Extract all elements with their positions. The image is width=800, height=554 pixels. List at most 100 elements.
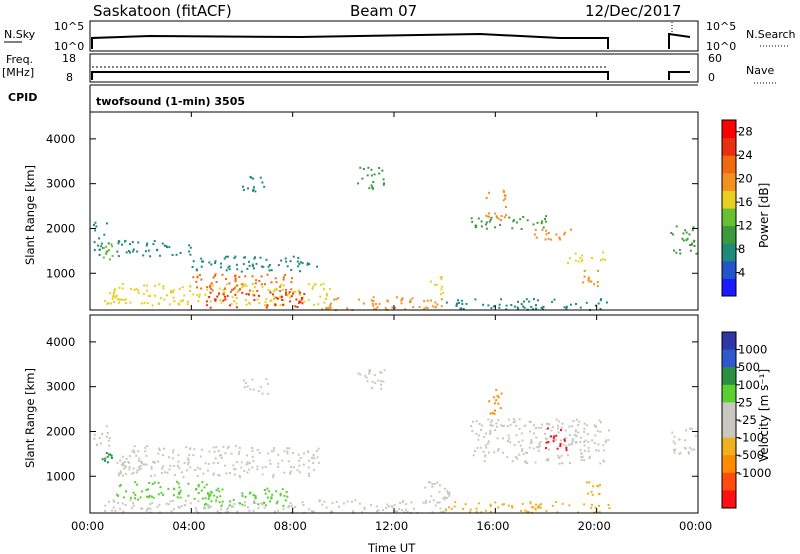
velocity-cell — [233, 468, 236, 471]
velocity-cell — [559, 443, 562, 446]
velocity-cell — [153, 462, 156, 464]
velocity-cell — [234, 468, 237, 471]
velocity-cell — [529, 430, 532, 433]
velocity-cell — [117, 494, 120, 497]
power-cell — [93, 249, 96, 252]
power-cell — [235, 306, 238, 309]
velocity-cell — [521, 448, 524, 451]
power-cell — [159, 254, 161, 257]
power-cell — [225, 269, 228, 272]
power-cell — [231, 296, 234, 299]
velocity-cell — [108, 437, 111, 440]
power-cell — [688, 233, 691, 236]
velocity-cell — [537, 449, 540, 452]
velocity-cell — [494, 429, 497, 432]
velocity-cell — [220, 508, 222, 511]
velocity-cell — [359, 373, 362, 376]
velocity-cell — [232, 464, 235, 467]
velocity-cell — [394, 510, 397, 513]
power-cell — [599, 299, 602, 302]
power-cell — [695, 252, 698, 255]
velocity-cell — [568, 425, 571, 428]
velocity-cell — [263, 506, 266, 509]
velocity-cell — [243, 501, 246, 504]
velocity-cell — [140, 490, 143, 493]
velocity-cell — [182, 476, 185, 479]
velocity-cell — [252, 388, 255, 391]
freq-tick-bottom: 8 — [66, 71, 73, 84]
power-cell — [129, 251, 131, 254]
power-cell — [550, 238, 552, 241]
power-cell — [258, 280, 261, 282]
velocity-cell — [579, 436, 582, 439]
velocity-cell — [511, 460, 514, 463]
power-cell — [471, 220, 474, 223]
power-cell — [111, 297, 114, 300]
velocity-cell — [172, 451, 175, 454]
velocity-cell — [197, 485, 200, 488]
velocity-cell — [380, 380, 383, 383]
power-cell — [270, 269, 273, 272]
power-cell — [143, 301, 146, 304]
power-cell — [252, 177, 255, 180]
velocity-cell — [205, 483, 208, 486]
power-cell — [97, 244, 100, 247]
power-cell — [505, 304, 508, 307]
power-cell — [152, 243, 155, 246]
power-cell — [235, 263, 238, 266]
power-cell — [183, 294, 186, 297]
power-cell — [368, 187, 371, 190]
power-cell — [440, 288, 443, 291]
velocity-cell — [176, 496, 179, 499]
power-cell — [460, 299, 463, 302]
power-cell — [269, 290, 272, 293]
velocity-cell — [583, 449, 586, 452]
power-cell — [266, 273, 269, 276]
power-cell — [671, 233, 674, 236]
velocity-cell — [106, 461, 109, 464]
power-cell — [371, 186, 374, 189]
velocity-cell — [547, 441, 550, 444]
velocity-cell — [174, 474, 176, 476]
velocity-cell — [375, 505, 378, 508]
velocity-colorbar-swatch — [722, 332, 736, 351]
power-cell — [197, 300, 200, 303]
velocity-cell — [507, 440, 509, 443]
velocity-cell — [545, 441, 548, 444]
velocity-cell — [368, 369, 371, 372]
power-cell — [474, 298, 477, 301]
velocity-cell — [591, 503, 593, 506]
velocity-cell — [545, 459, 548, 462]
velocity-panel: 00:00 04:00 08:00 12:00 16:00 20:00 00:0010002… — [23, 314, 712, 554]
power-cell — [408, 300, 411, 303]
velocity-cell — [168, 456, 170, 459]
velocity-cell — [567, 454, 569, 457]
velocity-colorbar-tick-label: 500 — [738, 360, 760, 374]
power-cell — [256, 298, 259, 301]
velocity-cell — [530, 441, 533, 444]
velocity-cell — [101, 458, 104, 461]
power-cell — [679, 252, 682, 255]
velocity-cell — [590, 506, 593, 509]
velocity-cell — [112, 506, 115, 509]
power-cell — [172, 291, 175, 293]
velocity-cell — [234, 445, 237, 447]
velocity-cell — [180, 505, 183, 508]
velocity-cell — [279, 494, 282, 497]
power-cell — [133, 288, 136, 291]
power-cell — [547, 237, 550, 240]
velocity-cell — [527, 511, 530, 514]
velocity-cell — [149, 503, 152, 506]
velocity-cell — [473, 450, 476, 452]
power-cell — [251, 265, 254, 268]
velocity-cell — [511, 506, 514, 509]
velocity-cell — [599, 462, 602, 465]
velocity-cell — [563, 438, 566, 441]
velocity-cell — [242, 379, 245, 382]
velocity-cell — [524, 509, 527, 512]
power-cell — [225, 278, 227, 280]
power-cell — [262, 265, 265, 268]
velocity-cell — [142, 463, 145, 466]
power-cell — [559, 238, 562, 241]
power-cell — [244, 299, 247, 302]
